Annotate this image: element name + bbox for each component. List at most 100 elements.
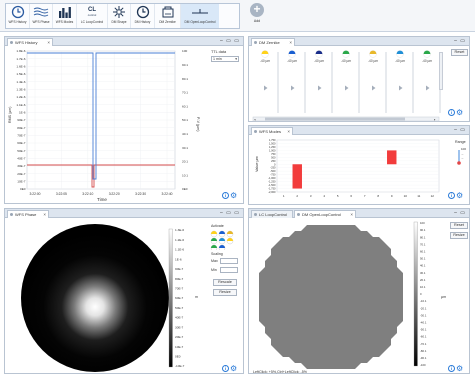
activate-zernike-icon[interactable] [218,230,226,238]
y-left-tick-label: 90E-7 [17,118,26,122]
window-controls[interactable]: – ▭ ▭ [219,210,240,216]
gear-icon[interactable]: ⚙ [230,191,238,200]
zernike-slider-thumb[interactable] [399,85,403,91]
ttl-select[interactable]: 1 min ▾ [211,56,239,62]
y-right-tick-label: 20.1 [182,160,188,164]
scroll-left-arrow[interactable]: ◂ [254,117,256,121]
dm-openloop-panel: LC LoopControl DM OpenLoopControl × – ▭ … [248,208,470,374]
scrollbar-thumb[interactable] [265,117,405,121]
dm-resize-button[interactable]: Resize [450,232,468,239]
zernike-slider-thumb[interactable] [372,85,376,91]
info-icon[interactable]: i [448,192,455,199]
lc-loopcontrol-button[interactable]: CL control LC LoopControl [77,4,108,28]
svg-text:─: ─ [461,153,464,156]
dm-history-button[interactable]: DM History [131,4,155,28]
tab-wfs-history[interactable]: WFS History × [7,38,53,46]
zernike-slider-thumb[interactable] [318,85,322,91]
close-icon[interactable]: × [350,212,353,217]
dm-reset-button[interactable]: Reset [450,222,468,229]
zernike-value-label: -40 µm [341,59,351,63]
y-tick-label: 1,250 [269,145,276,149]
activate-zernike-icon[interactable] [210,244,218,250]
zernike-sliders: -40 µm -40 µm -40 µm -40 µm -40 µm -40 µm -40 … [252,50,441,121]
dm-resize-label: Resize [453,233,465,237]
tab-lc-loopcontrol[interactable]: LC LoopControl [251,210,293,218]
main-toolbar: WFS History WFS Phase WFS Modes CL contr… [0,0,475,32]
tab-wfs-modes[interactable]: WFS Modes × [251,127,293,135]
close-icon[interactable]: × [289,40,292,45]
activate-zernike-icon[interactable] [210,237,218,245]
y-tick-label: 0 [274,162,276,166]
range-knob[interactable]: ─ ─ [456,148,466,166]
zernike-reset-button[interactable]: Reset [451,49,468,56]
x-tick-label: 4 [323,194,325,198]
window-controls[interactable]: – ▭ ▭ [219,38,240,44]
tab-dm-zernike[interactable]: DM Zernike × [251,38,295,46]
add-button[interactable]: + Add [246,3,268,29]
close-icon[interactable]: × [287,129,290,134]
gear-icon[interactable]: ⚙ [456,364,464,373]
activate-zernike-icon[interactable] [218,237,226,245]
dm-actuator-surface[interactable] [259,225,403,369]
info-icon[interactable]: i [448,109,455,116]
info-icon[interactable]: i [222,365,229,372]
zernike-icon [342,50,350,58]
plot-area [276,139,440,193]
dm-openloopcontrol-button[interactable]: DM OpenLoopControl [181,4,219,28]
gear-icon[interactable]: ⚙ [456,108,464,117]
dm-shape-button[interactable]: DM Shape [108,4,131,28]
colorbar-tick-label: -70.1 [420,342,427,346]
colorbar-tick-label: -50.1 [420,328,427,332]
dm-zernike-button[interactable]: DM Zernike [155,4,181,28]
zernike-slider-thumb[interactable] [264,85,268,91]
min-input[interactable] [220,267,238,273]
wfs-phase-button[interactable]: WFS Phase [30,4,53,28]
zernike-slider-thumb[interactable] [291,85,295,91]
chevron-down-icon: ▾ [235,57,237,61]
activate-zernike-icon[interactable] [218,244,226,250]
window-controls[interactable]: – ▭ [454,38,466,44]
gear-icon[interactable]: ⚙ [456,191,464,200]
wfs-modes-button[interactable]: WFS Modes [53,4,77,28]
vertical-scrollbar[interactable] [439,52,443,90]
scroll-right-arrow[interactable]: ▸ [434,117,436,121]
y-left-tick-label: 1.8E-6 [16,49,25,53]
resize-button[interactable]: Resize [213,289,237,296]
view-button-group: WFS History WFS Phase WFS Modes CL contr… [5,3,240,29]
wfs-history-button[interactable]: WFS History [6,4,30,28]
window-controls[interactable]: – ▭ [454,127,466,133]
clock-icon [6,4,29,20]
activate-zernike-icon[interactable] [226,237,234,245]
close-icon[interactable]: × [47,40,50,45]
max-input[interactable] [220,258,238,264]
zernike-slider-thumb[interactable] [426,85,430,91]
colorbar-tick-label: 80.1 [420,235,426,239]
gear-icon[interactable]: ⚙ [230,364,238,373]
x-axis-label: Time [97,197,107,202]
phase-map[interactable] [21,224,169,372]
ttl-label: TTL data [211,50,227,54]
actuator-icon [108,4,130,20]
colorbar-tick-label: 20.1 [420,278,426,282]
resize-label: Resize [219,290,231,294]
wfs-phase-label: WFS Phase [32,20,50,24]
mode-bars [292,150,397,189]
add-label: Add [253,19,261,23]
wfs-history-panel: WFS History × – ▭ ▭ 1.8E-6 1.7E-6 1.6E-6 1.… [4,36,244,204]
zernike-slider-thumb[interactable] [345,85,349,91]
activate-zernike-icon[interactable] [226,230,234,238]
y-left-tick-label: 40E-7 [17,157,26,161]
openloop-icon [181,4,219,20]
tab-dm-openloopcontrol[interactable]: DM OpenLoopControl × [294,210,356,218]
info-icon[interactable]: i [448,365,455,372]
activate-zernike-icon[interactable] [210,230,218,238]
window-controls[interactable]: – ▭ [454,210,466,216]
tab-wfs-phase[interactable]: WFS Phase × [7,210,49,218]
info-icon[interactable]: i [222,192,229,199]
rescale-button[interactable]: Rescale [213,279,237,286]
x-tick-label: 5 [337,194,339,198]
pv-series-line [27,52,175,180]
colorbar-tick-label: 20E-7 [175,335,184,339]
close-icon[interactable]: × [43,212,46,217]
dm-openloop-help-gear: i ⚙ [448,364,464,373]
